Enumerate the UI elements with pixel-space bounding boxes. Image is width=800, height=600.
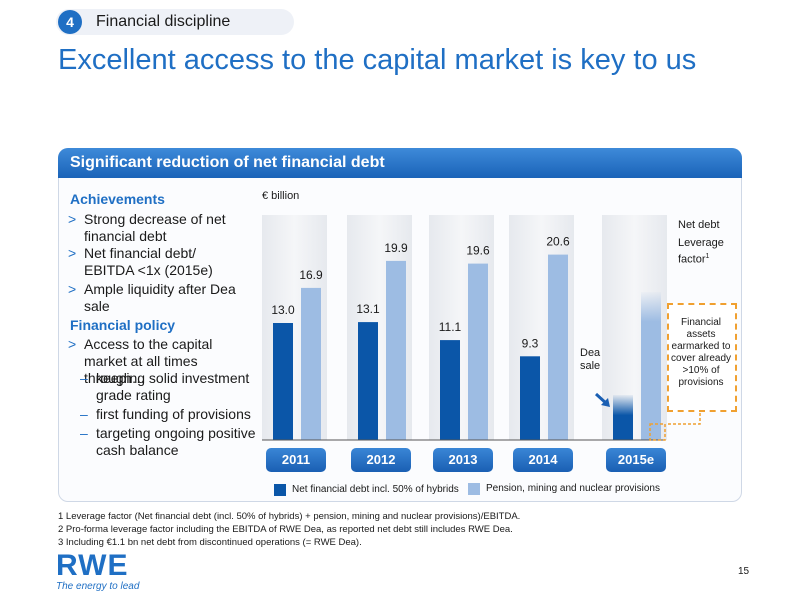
section-number-badge: 4 <box>58 10 82 34</box>
legend-swatch-net-debt <box>274 484 286 496</box>
policy-item: – keeping solid investment grade rating <box>80 370 256 404</box>
bar-net-debt <box>520 356 540 440</box>
dea-sale-annotation: Dea sale <box>580 347 601 372</box>
leverage-footnote-mark: 1 <box>705 253 710 260</box>
section-tag <box>56 9 294 35</box>
legend-label-provisions: Pension, mining and nuclear provisions <box>486 483 660 494</box>
achievement-text: Net financial debt/ EBITDA <1x (2015e) <box>84 245 213 278</box>
policy-item-text: first funding of provisions <box>96 406 251 422</box>
policy-item: – targeting ongoing positive cash balanc… <box>80 425 256 459</box>
policy-intro-text: Access to the capital market at all time… <box>84 336 213 386</box>
bar-provisions <box>468 263 488 440</box>
year-label: 2014 <box>513 448 573 472</box>
legend-label-net-debt: Net financial debt incl. 50% of hybrids <box>292 484 459 495</box>
achievements-heading: Achievements <box>70 191 165 207</box>
policy-intro: > Access to the capital market at all ti… <box>68 336 259 387</box>
panel-title: Significant reduction of net financial d… <box>70 154 385 171</box>
year-label: 2011 <box>266 448 326 472</box>
dash-marker: – <box>80 425 88 441</box>
bullet-marker: > <box>68 336 77 352</box>
arrow-head-icon <box>601 398 610 407</box>
achievement-text: Ample liquidity after Dea sale <box>84 281 236 314</box>
dash-marker: – <box>80 406 88 422</box>
bar-net-debt <box>273 323 293 440</box>
policy-item-text: targeting ongoing positive cash balance <box>96 425 256 458</box>
bar-provisions <box>301 287 321 440</box>
earmarked-assets-text: Financial assets earmarked to cover alre… <box>670 317 732 388</box>
year-label: 2012 <box>351 448 411 472</box>
policy-item: – first funding of provisions <box>80 406 256 423</box>
net-debt-row-label: Net debt <box>678 219 720 231</box>
company-tagline: The energy to lead <box>56 581 140 592</box>
legend-swatch-provisions <box>468 483 480 495</box>
bar-value-label: 20.6 <box>546 235 570 249</box>
connector-line <box>668 410 701 425</box>
leverage-row-label: Leverage factor1 <box>678 237 738 267</box>
bar-value-label: 9.3 <box>522 336 539 350</box>
bullet-marker: > <box>68 211 77 227</box>
bar-net-debt <box>440 340 460 440</box>
bar-provisions-2015e <box>641 292 661 440</box>
bar-value-label: 13.1 <box>356 302 380 316</box>
bar-value-label: 13.0 <box>271 303 295 317</box>
page-title: Excellent access to the capital market i… <box>58 44 697 76</box>
dash-marker: – <box>80 370 88 386</box>
achievement-item: > Net financial debt/ EBITDA <1x (2015e) <box>68 245 244 279</box>
bullet-marker: > <box>68 245 77 261</box>
earmarked-highlight <box>649 423 666 441</box>
bar-net-debt <box>358 322 378 440</box>
bar-value-label: 11.1 <box>439 320 462 334</box>
company-logo: RWE <box>56 549 129 582</box>
footnote-3: 3 Including €1.1 bn net debt from discon… <box>58 537 362 548</box>
unit-label: € billion <box>262 190 300 202</box>
bar-provisions <box>548 254 568 440</box>
section-label: Financial discipline <box>96 13 231 30</box>
earmarked-assets-box <box>667 303 737 412</box>
bar-value-label: 19.6 <box>466 244 490 258</box>
footnote-1: 1 Leverage factor (Net financial debt (i… <box>58 511 521 522</box>
panel-header <box>58 148 742 178</box>
achievement-item: > Strong decrease of net financial debt <box>68 211 244 245</box>
achievement-text: Strong decrease of net financial debt <box>84 211 226 244</box>
bar-value-label: 16.9 <box>299 268 323 282</box>
bullet-marker: > <box>68 281 77 297</box>
page-number: 15 <box>738 566 750 577</box>
footnote-2: 2 Pro-forma leverage factor including th… <box>58 524 513 535</box>
leverage-row-label-text: Leverage factor <box>678 237 724 266</box>
year-label: 2013 <box>433 448 493 472</box>
policy-item-text: keeping solid investment grade rating <box>96 370 250 403</box>
policy-heading: Financial policy <box>70 317 176 333</box>
bar-provisions <box>386 260 406 440</box>
bar-value-label: 19.9 <box>384 241 408 255</box>
achievement-item: > Ample liquidity after Dea sale <box>68 281 264 315</box>
year-label: 2015e <box>606 448 666 472</box>
bar-net-debt-2015e <box>613 395 633 440</box>
